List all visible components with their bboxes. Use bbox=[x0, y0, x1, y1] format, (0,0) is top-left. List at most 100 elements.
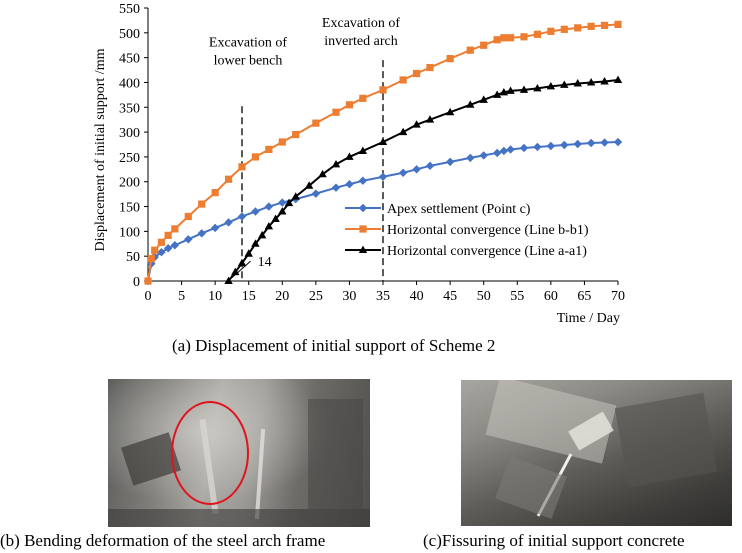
square-series-point bbox=[251, 153, 260, 161]
square-series-point bbox=[292, 130, 300, 139]
diamond-series-point bbox=[492, 148, 502, 158]
plot-layer: 0 50 100 150 200 250 300 350 400 450 500 550 0 5 10 15 2… bbox=[119, 2, 625, 304]
x-tick-label: 30 bbox=[342, 289, 356, 304]
square-series-point bbox=[211, 189, 219, 197]
triangle-series-point bbox=[378, 137, 388, 146]
square-series-point bbox=[198, 200, 206, 208]
diamond-series-point bbox=[345, 180, 354, 189]
diamond-series-point bbox=[479, 151, 488, 160]
photo-concrete-fissuring bbox=[461, 380, 732, 526]
x-tick-label: 0 bbox=[145, 289, 152, 304]
annotation-lower-bench-line: lower bench bbox=[214, 54, 283, 69]
square-series-point bbox=[560, 25, 568, 33]
triangle-series-point bbox=[425, 115, 435, 123]
square-series-point bbox=[359, 94, 367, 102]
diamond-series-point bbox=[613, 137, 623, 147]
square-series-point bbox=[238, 163, 246, 171]
x-tick-label: 10 bbox=[208, 289, 222, 304]
y-tick-label: 150 bbox=[119, 201, 140, 216]
square-series-point bbox=[332, 108, 340, 116]
square-series-point bbox=[500, 34, 508, 42]
square-series-point bbox=[147, 255, 155, 263]
y-tick-label: 550 bbox=[119, 2, 140, 17]
triangle-series-point bbox=[264, 222, 274, 230]
triangle-series-point bbox=[492, 90, 502, 98]
square-series-point bbox=[312, 119, 320, 127]
diamond-series-point bbox=[519, 143, 529, 153]
x-tick-label: 25 bbox=[309, 289, 323, 304]
legend-swatch-marker bbox=[358, 203, 368, 213]
square-series-point bbox=[379, 86, 387, 94]
y-tick-label: 50 bbox=[126, 250, 140, 265]
diamond-series-point bbox=[506, 145, 515, 154]
square-series-point bbox=[614, 20, 622, 28]
diamond-series-point bbox=[157, 248, 166, 257]
diamond-series-point bbox=[163, 244, 173, 253]
legend-entry: Horizontal convergence (Line b-b1) bbox=[387, 223, 589, 238]
triangle-series-point bbox=[284, 198, 294, 207]
diamond-series-point bbox=[378, 172, 388, 181]
diamond-series-point bbox=[224, 218, 233, 227]
x-tick-label: 40 bbox=[410, 289, 424, 304]
triangle-series-point bbox=[345, 152, 354, 160]
annotation-inverted-arch-line: Excavation of bbox=[322, 16, 400, 31]
diamond-series-point bbox=[170, 241, 180, 250]
square-series-point bbox=[171, 225, 179, 233]
diamond-series-point bbox=[600, 138, 609, 147]
x-tick-label: 60 bbox=[544, 289, 558, 304]
triangle-series-point bbox=[398, 127, 408, 136]
x-tick-label: 35 bbox=[376, 289, 390, 304]
triangle-series-point bbox=[546, 82, 556, 90]
annotation-14-leader bbox=[231, 260, 251, 279]
x-tick-label: 5 bbox=[178, 289, 185, 304]
square-series-point bbox=[157, 238, 166, 246]
y-tick-label: 500 bbox=[119, 27, 140, 42]
x-tick-label: 45 bbox=[443, 289, 457, 304]
triangle-series-point bbox=[237, 258, 247, 267]
triangle-series-line bbox=[227, 78, 619, 282]
triangle-series-point bbox=[331, 159, 341, 168]
triangle-series-point bbox=[304, 181, 314, 189]
triangle-series-point bbox=[573, 79, 582, 87]
photo-steel-arch-deformation bbox=[108, 379, 370, 527]
square-series-point bbox=[345, 101, 354, 109]
triangle-series-point bbox=[278, 207, 287, 215]
legend-swatch-marker bbox=[358, 245, 368, 253]
y-tick-label: 200 bbox=[119, 176, 140, 191]
square-series-point bbox=[587, 22, 595, 30]
triangle-series-point bbox=[499, 87, 509, 96]
triangle-series-point bbox=[412, 120, 421, 128]
square-series-point bbox=[446, 55, 454, 63]
caption-c: (c)Fissuring of initial support concrete bbox=[423, 531, 685, 550]
square-series-point bbox=[224, 175, 233, 183]
x-tick-label: 50 bbox=[477, 289, 491, 304]
square-series-point bbox=[480, 41, 488, 49]
caption-b: (b) Bending deformation of the steel arc… bbox=[0, 531, 326, 550]
square-series-point bbox=[506, 34, 515, 42]
diamond-series-point bbox=[546, 141, 556, 151]
diamond-series-point bbox=[184, 235, 193, 244]
displacement-chart: 0 50 100 150 200 250 300 350 400 450 500 550 0 5 10 15 2… bbox=[93, 2, 625, 326]
triangle-series-point bbox=[613, 75, 623, 83]
x-tick-label: 55 bbox=[510, 289, 524, 304]
diamond-series-point bbox=[331, 183, 341, 192]
x-tick-label: 15 bbox=[242, 289, 256, 304]
legend-entry: Horizontal convergence (Line a-a1) bbox=[387, 244, 587, 259]
triangle-series-point bbox=[251, 239, 260, 247]
square-series-point bbox=[574, 24, 582, 32]
diamond-series-point bbox=[311, 189, 321, 198]
y-tick-label: 450 bbox=[119, 52, 140, 67]
triangle-series-point bbox=[533, 84, 542, 92]
diamond-series-point bbox=[533, 142, 542, 152]
diamond-series-point bbox=[573, 139, 582, 149]
diamond-series-point bbox=[586, 138, 596, 148]
triangle-series-point bbox=[479, 95, 488, 103]
square-series-point bbox=[426, 63, 434, 72]
triangle-series-point bbox=[231, 267, 240, 276]
x-tick-label: 70 bbox=[611, 289, 625, 304]
x-tick-label: 20 bbox=[275, 289, 289, 304]
square-series-point bbox=[547, 27, 555, 35]
triangle-series-point bbox=[358, 146, 368, 154]
triangle-series-point bbox=[271, 214, 280, 222]
square-series-point bbox=[412, 69, 421, 78]
